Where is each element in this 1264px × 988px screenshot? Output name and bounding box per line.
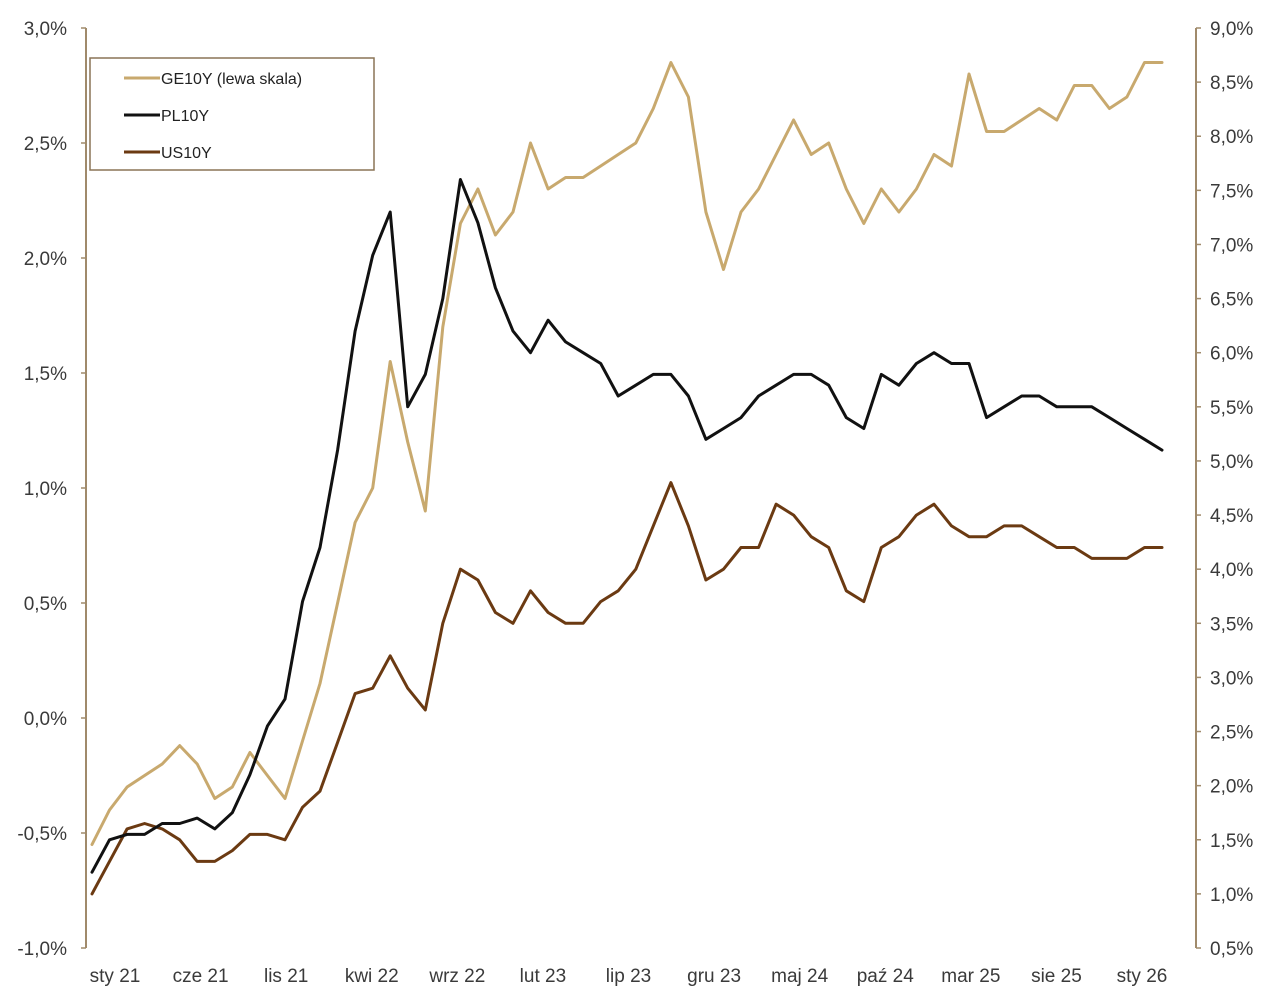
right-tick-label: 9,0% bbox=[1210, 19, 1253, 40]
left-axis-ticks: -1,0% -0,5% 0,0% 0,5% 1,0% 1,5% 2,0% 2,5% 3,0% bbox=[17, 19, 86, 960]
left-tick-label: -1,0% bbox=[17, 939, 67, 960]
x-tick-label: lip 23 bbox=[606, 966, 651, 987]
right-tick-label: 7,5% bbox=[1210, 181, 1253, 202]
right-tick-label: 6,0% bbox=[1210, 344, 1253, 365]
left-tick-label: 0,0% bbox=[24, 709, 67, 730]
series-line-ge10y bbox=[90, 61, 1164, 846]
right-tick-label: 1,0% bbox=[1210, 885, 1253, 906]
right-tick-label: 0,5% bbox=[1210, 939, 1253, 960]
left-tick-label: 3,0% bbox=[24, 19, 67, 40]
right-tick-label: 5,5% bbox=[1210, 398, 1253, 419]
right-tick-label: 1,5% bbox=[1210, 831, 1253, 852]
right-tick-label: 4,0% bbox=[1210, 560, 1253, 581]
x-tick-label: lut 23 bbox=[520, 966, 566, 987]
left-tick-label: 1,0% bbox=[24, 479, 67, 500]
x-tick-label: mar 25 bbox=[941, 966, 1000, 987]
right-axis-ticks: 0,5% 1,0% 1,5% 2,0% 2,5% 3,0% 3,5% 4,0% 4,5% 5,0%… bbox=[1196, 19, 1253, 960]
right-tick-label: 8,0% bbox=[1210, 127, 1253, 148]
x-tick-label: cze 21 bbox=[173, 966, 229, 987]
right-tick-label: 2,0% bbox=[1210, 777, 1253, 798]
left-tick-label: 2,5% bbox=[24, 134, 67, 155]
right-tick-label: 8,5% bbox=[1210, 73, 1253, 94]
right-tick-label: 5,0% bbox=[1210, 452, 1253, 473]
x-tick-label: maj 24 bbox=[771, 966, 828, 987]
right-tick-label: 4,5% bbox=[1210, 506, 1253, 527]
left-tick-label: 2,0% bbox=[24, 249, 67, 270]
x-tick-label: sie 25 bbox=[1031, 966, 1082, 987]
x-tick-label: sty 26 bbox=[1117, 966, 1168, 987]
legend: GE10Y (lewa skala) PL10Y US10Y bbox=[89, 57, 375, 171]
x-tick-label: lis 21 bbox=[264, 966, 308, 987]
legend-label-ge10y: GE10Y (lewa skala) bbox=[161, 71, 302, 88]
series-layer bbox=[90, 61, 1164, 896]
series-line-us10y bbox=[90, 481, 1164, 896]
legend-label-us10y: US10Y bbox=[161, 145, 212, 162]
x-tick-label: paź 24 bbox=[857, 966, 914, 987]
left-tick-label: -0,5% bbox=[17, 824, 67, 845]
x-axis-ticks: sty 21 cze 21 lis 21 kwi 22 wrz 22 lut 23 lip … bbox=[90, 966, 1168, 987]
left-tick-label: 1,5% bbox=[24, 364, 67, 385]
legend-label-pl10y: PL10Y bbox=[161, 108, 209, 125]
left-tick-label: 0,5% bbox=[24, 594, 67, 615]
right-tick-label: 6,5% bbox=[1210, 290, 1253, 311]
x-tick-label: sty 21 bbox=[90, 966, 141, 987]
right-tick-label: 2,5% bbox=[1210, 723, 1253, 744]
right-tick-label: 3,5% bbox=[1210, 614, 1253, 635]
series-line-pl10y bbox=[90, 178, 1164, 874]
x-tick-label: kwi 22 bbox=[345, 966, 399, 987]
right-tick-label: 3,0% bbox=[1210, 668, 1253, 689]
x-tick-label: wrz 22 bbox=[428, 966, 485, 987]
right-tick-label: 7,0% bbox=[1210, 235, 1253, 256]
x-tick-label: gru 23 bbox=[687, 966, 741, 987]
